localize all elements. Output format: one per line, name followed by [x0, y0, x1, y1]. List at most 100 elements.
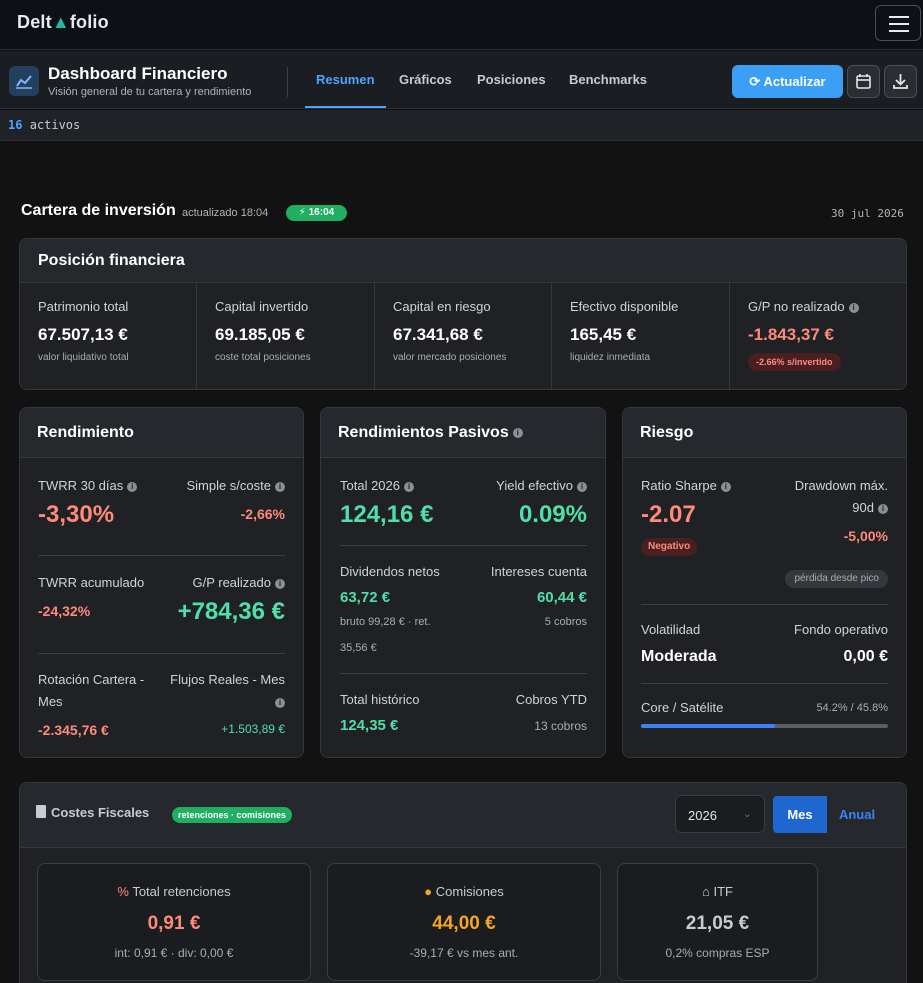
metric-label: Yield efectivo i: [496, 478, 587, 493]
metric-value: 0,00 €: [843, 648, 888, 665]
metric-value: 0.09%: [518, 501, 587, 528]
itf-box: ⌂ ITF 21,05 € 0,2% compras ESP: [617, 863, 818, 981]
box-label-text: ITF: [713, 884, 733, 899]
brand-logo[interactable]: Delt▲folio: [17, 12, 109, 33]
hamburger-menu-button[interactable]: [875, 5, 921, 41]
core-satellite-fill: [641, 724, 775, 728]
tab-posiciones[interactable]: Posiciones: [477, 72, 546, 87]
card-header: Riesgo: [623, 408, 906, 458]
live-time-badge: ⚡ 16:04: [286, 205, 347, 221]
hamburger-line: [889, 23, 909, 25]
metric-label-text: Ratio Sharpe: [641, 478, 717, 493]
metric-label: Drawdown máx.: [794, 478, 888, 493]
unrealized-pct-badge: -2.66% s/invertido: [748, 353, 841, 371]
position-value: 165,45 €: [570, 325, 637, 344]
divider: [340, 673, 587, 674]
metric-sub: bruto 99,28 € · ret.: [340, 616, 431, 628]
info-icon[interactable]: i: [404, 481, 414, 492]
metric-label: Total histórico: [340, 692, 420, 707]
time-badge-text: 16:04: [308, 207, 335, 218]
info-icon[interactable]: i: [720, 481, 731, 492]
period-year-button[interactable]: Anual: [838, 807, 876, 822]
assets-label: activos: [29, 118, 81, 132]
dashboard-header: Dashboard Financiero Visión general de t…: [0, 51, 923, 109]
metric-label: TWRR 30 días i: [38, 478, 138, 493]
tab-benchmarks[interactable]: Benchmarks: [569, 72, 648, 87]
metric-label: Ratio Sharpe i: [641, 478, 731, 493]
drawdown-badge: pérdida desde pico: [785, 570, 888, 588]
position-value: 67.341,68 €: [393, 325, 483, 344]
card-title: Rendimientos Pasivos i: [338, 424, 523, 442]
box-label-text: Total retenciones: [132, 884, 231, 899]
tax-costs-card: Costes Fiscales retenciones · comisiones…: [19, 782, 907, 983]
page-subtitle: Visión general de tu cartera y rendimien…: [48, 86, 252, 98]
info-icon[interactable]: i: [275, 481, 285, 492]
box-label: ⌂ ITF: [618, 884, 817, 899]
brand-text-pre: Delt: [17, 12, 52, 32]
box-sub: int: 0,91 € · div: 0,00 €: [114, 946, 234, 960]
position-cell: Capital invertido 69.185,05 € coste tota…: [197, 283, 375, 389]
info-icon[interactable]: i: [275, 698, 285, 708]
core-satellite-bar: [641, 724, 888, 728]
info-icon[interactable]: i: [275, 578, 285, 589]
position-value: 69.185,05 €: [215, 325, 305, 344]
passive-income-card: Rendimientos Pasivos i Total 2026 i 124,16…: [320, 407, 606, 758]
tab-graficos[interactable]: Gráficos: [399, 72, 452, 87]
metric-value: Moderada: [641, 648, 717, 665]
metric-label: Intereses cuenta: [490, 564, 587, 579]
performance-card: Rendimiento TWRR 30 días i -3,30% Simple …: [19, 407, 304, 758]
tab-resumen[interactable]: Resumen: [316, 72, 375, 87]
info-icon[interactable]: i: [577, 481, 587, 492]
metric-value: -3,30%: [38, 501, 115, 528]
calendar-button[interactable]: [847, 65, 880, 98]
bank-icon: ⌂: [702, 884, 710, 899]
hamburger-line: [889, 16, 909, 18]
refresh-icon: ⟳: [749, 73, 761, 89]
box-value: 21,05 €: [685, 913, 750, 934]
brand-delta-icon: ▲: [51, 12, 70, 32]
top-navbar: Delt▲folio: [0, 0, 923, 50]
position-sub: valor mercado posiciones: [393, 352, 507, 363]
metric-value: 124,16 €: [340, 501, 434, 528]
section-date: 30 jul 2026: [831, 207, 904, 220]
metric-value: +784,36 €: [177, 598, 285, 625]
box-value: 44,00 €: [432, 913, 496, 934]
page-title: Dashboard Financiero: [48, 64, 228, 83]
metric-label: Cobros YTD: [515, 692, 587, 707]
info-icon[interactable]: i: [512, 427, 523, 438]
position-value: 67.507,13 €: [38, 325, 128, 344]
refresh-label: Actualizar: [763, 73, 826, 89]
divider: [641, 683, 888, 684]
download-icon: [893, 74, 908, 89]
refresh-button[interactable]: ⟳ Actualizar: [732, 65, 843, 98]
info-icon[interactable]: i: [848, 302, 859, 313]
period-month-button[interactable]: Mes: [773, 796, 827, 833]
card-header: Rendimientos Pasivos i: [321, 408, 605, 458]
position-cell: G/P no realizado i -1.843,37 € -2.66% s/i…: [730, 283, 906, 389]
metric-label: Mes: [38, 694, 63, 709]
assets-count: 16: [8, 118, 23, 132]
metric-label-text: G/P realizado: [192, 575, 271, 590]
metric-label: Simple s/coste i: [186, 478, 285, 493]
download-button[interactable]: [884, 65, 917, 98]
metric-value: 124,35 €: [340, 717, 399, 734]
info-icon[interactable]: i: [127, 481, 138, 492]
divider: [287, 67, 288, 97]
hamburger-line: [889, 30, 909, 32]
card-title: Costes Fiscales: [51, 805, 150, 820]
box-label-text: Comisiones: [435, 884, 504, 899]
metric-label-text: Simple s/coste: [186, 478, 271, 493]
metric-label: Rotación Cartera -: [38, 672, 145, 687]
info-icon[interactable]: i: [878, 503, 888, 514]
metric-label: Total 2026 i: [340, 478, 414, 493]
metric-label: G/P realizado i: [192, 575, 285, 590]
box-label: % Total retenciones: [38, 884, 310, 899]
chevron-down-icon: ⌄: [742, 808, 752, 820]
card-header: Rendimiento: [20, 408, 303, 458]
assets-count-bar: 16 activos: [0, 110, 923, 141]
tax-scope-badge: retenciones · comisiones: [172, 807, 293, 823]
percent-icon: %: [117, 884, 129, 899]
box-value: 0,91 €: [147, 913, 201, 934]
year-select[interactable]: 2026 ⌄: [675, 795, 765, 833]
metric-value: 63,72 €: [340, 589, 391, 606]
